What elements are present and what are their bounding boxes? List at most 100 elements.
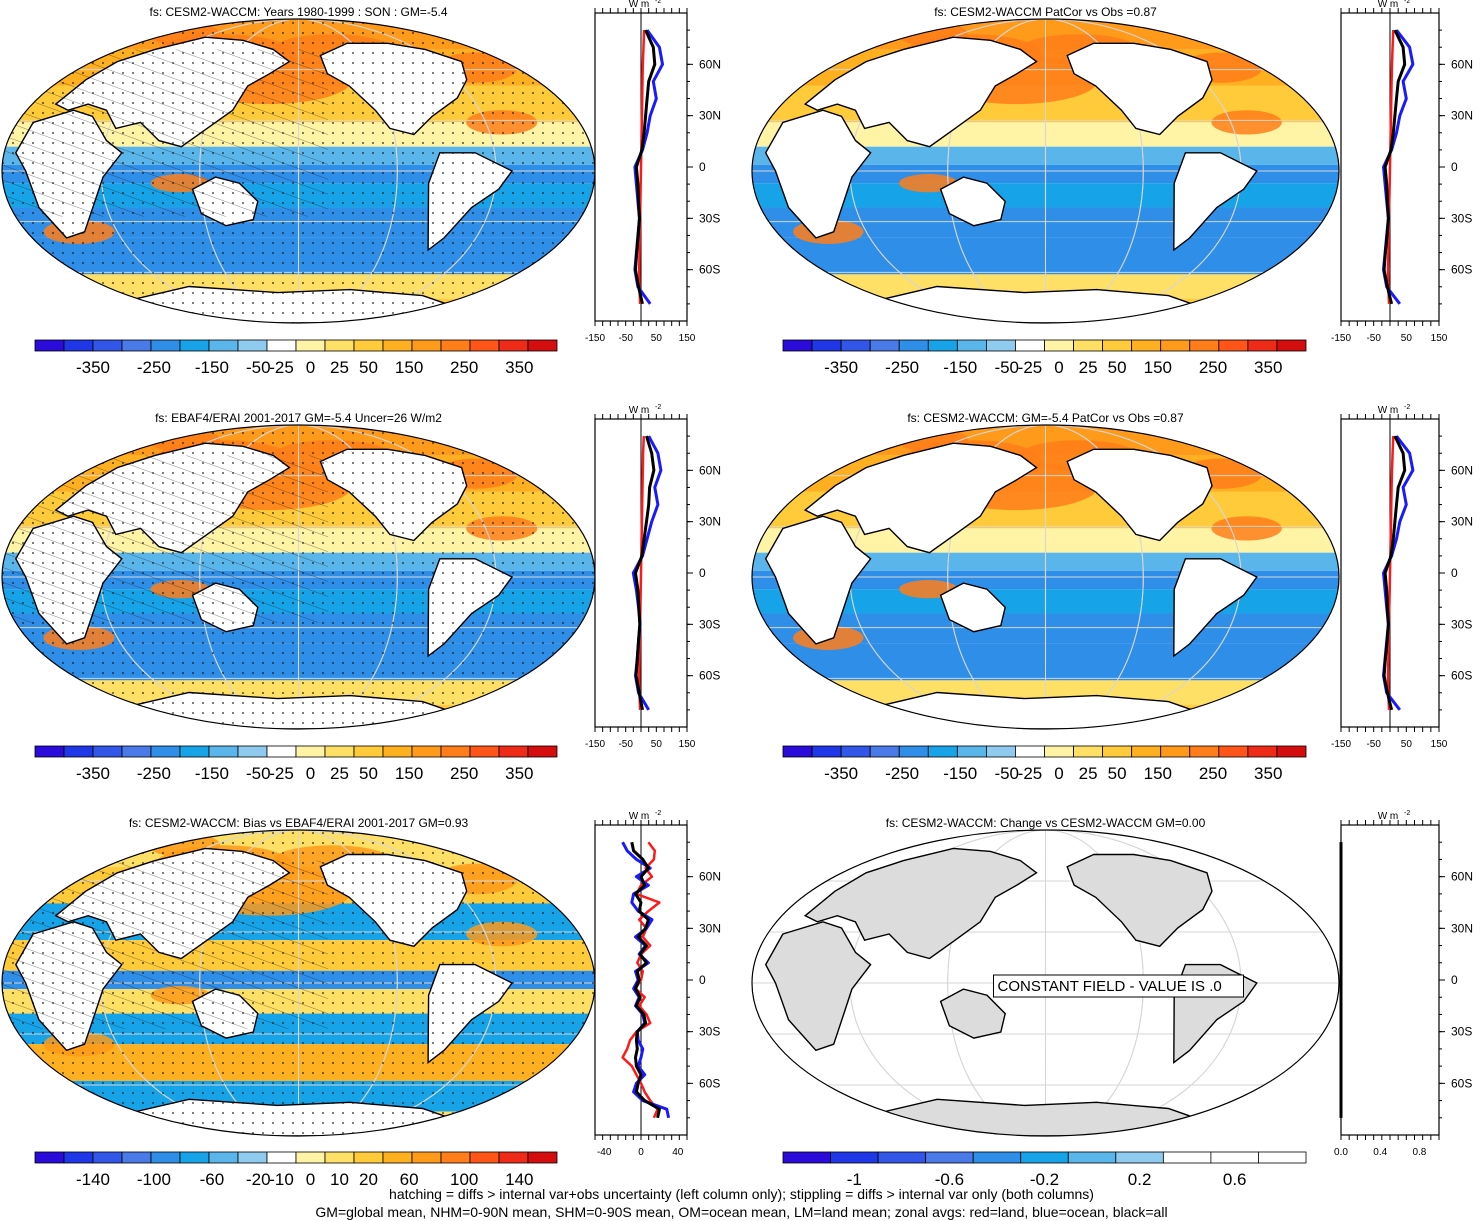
colorbar-tick-label: -140	[76, 1170, 110, 1189]
zonal-xtick-label: -50	[1366, 739, 1381, 750]
zonal-xtick-label: 150	[679, 739, 696, 750]
zonal-lat-label: 30S	[1451, 211, 1472, 225]
field-anomaly	[1211, 516, 1282, 541]
zonal-xtick-label: -50	[618, 739, 633, 750]
field-anomaly	[1211, 110, 1282, 135]
colorbar-segment	[956, 745, 987, 758]
colorbar-segment	[1073, 339, 1104, 352]
colorbar-segment	[1102, 745, 1133, 758]
zonal-series-all	[1382, 435, 1407, 711]
zonal-xtick-label: 150	[1431, 333, 1448, 344]
zonal-series-land	[637, 30, 646, 304]
zonal-xtick-label: -50	[1366, 333, 1381, 344]
colorbar-segment	[527, 745, 558, 758]
zonal-unit-exponent: -2	[655, 810, 661, 817]
colorbar-segment	[1015, 745, 1045, 758]
colorbar-segment	[266, 1151, 297, 1164]
zonal-series-land	[1386, 30, 1395, 304]
colorbar-segment	[869, 339, 900, 352]
colorbar-tick-label: -1	[847, 1170, 862, 1189]
map-border	[751, 829, 1340, 1137]
panel-title: fs: CESM2-WACCM: GM=-5.4 PatCor vs Obs =…	[907, 411, 1184, 425]
colorbar-segment	[830, 1151, 879, 1164]
colorbar-segment	[295, 1151, 326, 1164]
colorbar-segment	[440, 1151, 471, 1164]
colorbar-segment	[840, 339, 871, 352]
colorbar-segment	[34, 745, 65, 758]
colorbar-tick-label: -20	[246, 1170, 271, 1189]
colorbar-tick-label: 150	[395, 764, 423, 783]
zonal-xtick-label: 0.4	[1373, 1147, 1387, 1158]
panel-bias: fs: CESM2-WACCM: Bias vs EBAF4/ERAI 2001…	[1, 810, 721, 1189]
colorbar-segment	[353, 339, 384, 352]
colorbar-tick-label: -250	[137, 764, 171, 783]
zonal-lat-label: 30N	[1451, 109, 1473, 123]
colorbar-segment	[34, 339, 65, 352]
zonal-xtick-label: -150	[1331, 333, 1351, 344]
colorbar-segment	[150, 339, 181, 352]
colorbar-tick-label: 140	[505, 1170, 533, 1189]
zonal-lat-label: 30S	[699, 1025, 720, 1039]
colorbar-segment	[208, 1151, 239, 1164]
map-layers	[2, 830, 595, 1136]
colorbar-tick-label: 350	[505, 358, 533, 377]
colorbar-segment	[1044, 339, 1074, 352]
colorbar-segment	[972, 1151, 1022, 1164]
colorbar-segment	[1258, 1151, 1307, 1164]
map-layers	[2, 425, 595, 729]
stippling-overlay	[2, 19, 595, 323]
stippling-overlay	[2, 830, 595, 1136]
zonal-lat-label: 60N	[1451, 463, 1473, 477]
zonal-lat-label: 0	[1451, 973, 1458, 987]
continent-africa	[764, 921, 872, 1052]
colorbar-segment	[1162, 1151, 1212, 1164]
colorbar-tick-label: 60	[400, 1170, 419, 1189]
zonal-lat-label: 60S	[1451, 263, 1472, 277]
colorbar-tick-label: 250	[450, 358, 478, 377]
colorbar-segment	[411, 1151, 442, 1164]
colorbar-tick-label: -50	[246, 358, 271, 377]
colorbar-tick-label: 50	[359, 764, 378, 783]
colorbar-segment	[1189, 339, 1220, 352]
colorbar-tick-label: -350	[824, 358, 858, 377]
colorbar-tick-label: -350	[76, 358, 110, 377]
colorbar-segment	[1247, 745, 1278, 758]
zonal-xtick-label: -150	[1331, 739, 1351, 750]
zonal-lat-label: 60N	[699, 870, 721, 884]
panel-title: fs: CESM2-WACCM: Change vs CESM2-WACCM G…	[886, 816, 1206, 830]
colorbar-segment	[985, 339, 1016, 352]
zonal-lat-label: 60N	[699, 57, 721, 71]
zonal-lat-label: 60S	[1451, 669, 1472, 683]
colorbar-segment	[266, 745, 297, 758]
colorbar-tick-label: 150	[1144, 764, 1172, 783]
colorbar-segment	[1015, 339, 1045, 352]
zonal-lat-label: 60S	[699, 1076, 720, 1090]
zonal-unit-exponent: -2	[655, 0, 661, 5]
map-layers	[2, 19, 595, 323]
colorbar-segment	[1044, 745, 1074, 758]
colorbar-segment	[782, 1151, 831, 1164]
stippling-overlay	[2, 425, 595, 729]
colorbar-tick-label: -50	[246, 764, 271, 783]
zonal-xtick-label: -150	[585, 739, 605, 750]
colorbar-segment	[1073, 745, 1104, 758]
continent-namerica	[1066, 448, 1213, 542]
zonal-unit-label: W m	[629, 0, 650, 10]
continent-samerica	[1173, 558, 1258, 658]
panel-title: fs: EBAF4/ERAI 2001-2017 GM=-5.4 Uncer=2…	[155, 411, 442, 425]
colorbar-segment	[527, 1151, 558, 1164]
colorbar-segment	[1160, 745, 1191, 758]
colorbar-segment	[877, 1151, 927, 1164]
colorbar-tick-label: 25	[330, 764, 349, 783]
colorbar-tick-label: -50	[994, 358, 1019, 377]
zonal-xtick-label: 0	[638, 1147, 644, 1158]
panel-title: fs: CESM2-WACCM: Bias vs EBAF4/ERAI 2001…	[129, 816, 469, 830]
zonal-unit-label: W m	[1378, 811, 1399, 822]
colorbar-segment	[898, 339, 929, 352]
colorbar-tick-label: -350	[76, 764, 110, 783]
zonal-lat-label: 30S	[699, 617, 720, 631]
graticule-lon	[947, 425, 1144, 729]
colorbar-segment	[266, 339, 297, 352]
colorbar-segment	[440, 745, 471, 758]
colorbar-segment	[382, 1151, 413, 1164]
